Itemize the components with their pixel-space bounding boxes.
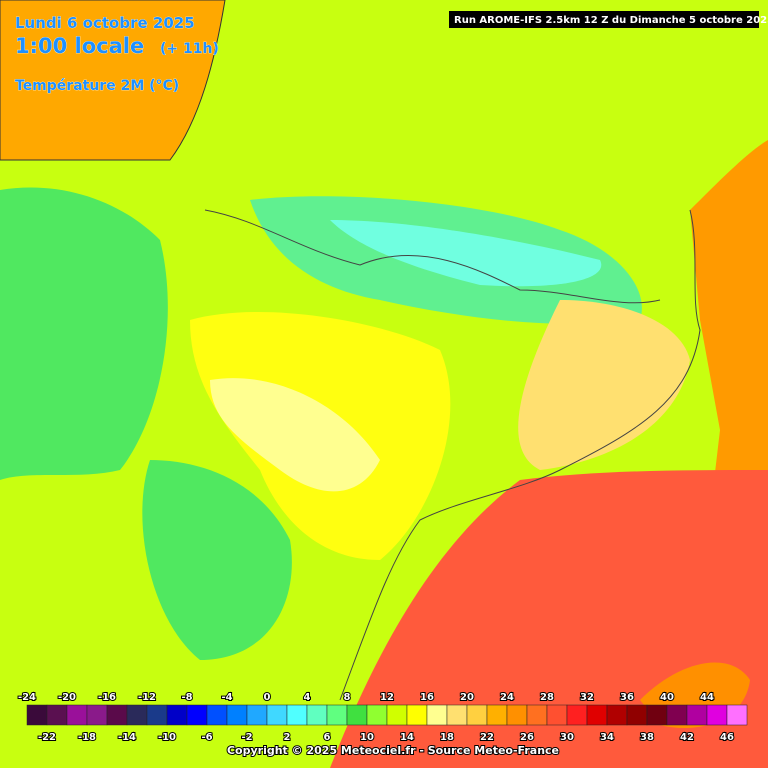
legend-swatch (286, 704, 308, 726)
legend-label: 4 (304, 692, 311, 703)
legend-swatch (226, 704, 248, 726)
legend-label: 42 (680, 732, 694, 743)
legend-swatch (366, 704, 388, 726)
offset: (+ 11h) (160, 41, 219, 57)
legend-swatch (86, 704, 108, 726)
legend-label: -24 (18, 692, 36, 703)
legend-label: 12 (380, 692, 394, 703)
coastline (0, 0, 226, 161)
legend-label: -6 (201, 732, 212, 743)
legend-swatch (426, 704, 448, 726)
legend-label: 20 (460, 692, 474, 703)
legend-swatch (266, 704, 288, 726)
legend-swatch (26, 704, 48, 726)
legend-swatch (546, 704, 568, 726)
legend-label: 2 (284, 732, 291, 743)
ebro-low (210, 378, 380, 492)
atlantic (0, 0, 225, 160)
pyrenees-high (330, 220, 602, 287)
legend-label: 0 (264, 692, 271, 703)
legend-swatch (726, 704, 748, 726)
time: 1:00 locale (15, 34, 144, 58)
legend-swatch (326, 704, 348, 726)
date: Lundi 6 octobre 2025 (15, 14, 195, 32)
borders (204, 209, 701, 701)
legend-swatch (406, 704, 428, 726)
legend-label: 34 (600, 732, 614, 743)
legend-label: 28 (540, 692, 554, 703)
legend-label: 40 (660, 692, 674, 703)
legend-swatch (306, 704, 328, 726)
run-box (449, 11, 759, 28)
legend-swatch (666, 704, 688, 726)
legend-swatch (606, 704, 628, 726)
legend-swatch (706, 704, 728, 726)
legend-label: 36 (620, 692, 634, 703)
legend-label: 10 (360, 732, 374, 743)
legend-swatch (206, 704, 228, 726)
legend-swatch (386, 704, 408, 726)
legend-swatch (46, 704, 68, 726)
copyright: Copyright © 2025 Meteociel.fr - Source M… (227, 744, 559, 757)
legend-label: 8 (344, 692, 351, 703)
legend-swatch (466, 704, 488, 726)
variable: Température 2M (°C) (15, 78, 179, 94)
legend-swatch (646, 704, 668, 726)
legend-swatch (686, 704, 708, 726)
legend-label: 38 (640, 732, 654, 743)
legend-swatch (106, 704, 128, 726)
legend-label: 24 (500, 692, 514, 703)
legend-swatch (186, 704, 208, 726)
legend-swatch (146, 704, 168, 726)
legend-label: 30 (560, 732, 574, 743)
legend-label: 16 (420, 692, 434, 703)
legend-swatch (246, 704, 268, 726)
legend-label: -16 (98, 692, 116, 703)
legend-swatch (586, 704, 608, 726)
legend-label: -18 (78, 732, 96, 743)
legend-swatch (446, 704, 468, 726)
legend-label: 22 (480, 732, 494, 743)
legend-swatch (346, 704, 368, 726)
legend-swatch (566, 704, 588, 726)
legend-swatch (626, 704, 648, 726)
legend-label: -20 (58, 692, 76, 703)
legend-label: 18 (440, 732, 454, 743)
legend-label: 26 (520, 732, 534, 743)
legend-swatch (486, 704, 508, 726)
legend-label: -2 (241, 732, 252, 743)
green-west (0, 187, 168, 480)
legend-label: 14 (400, 732, 414, 743)
legend-label: 44 (700, 692, 714, 703)
legend-swatch (506, 704, 528, 726)
legend-label: 32 (580, 692, 594, 703)
legend-swatch (66, 704, 88, 726)
legend-swatch (166, 704, 188, 726)
run-info: Run AROME-IFS 2.5km 12 Z du Dimanche 5 o… (454, 15, 768, 26)
green-south (142, 460, 292, 660)
catalonia-coast (518, 300, 690, 470)
legend-swatch (126, 704, 148, 726)
legend-label: -4 (221, 692, 232, 703)
legend-label: -14 (118, 732, 136, 743)
legend-label: 6 (324, 732, 331, 743)
legend-label: -10 (158, 732, 176, 743)
legend-label: -12 (138, 692, 156, 703)
legend-label: -8 (181, 692, 192, 703)
legend-label: -22 (38, 732, 56, 743)
legend-label: 46 (720, 732, 734, 743)
legend-swatch (526, 704, 548, 726)
